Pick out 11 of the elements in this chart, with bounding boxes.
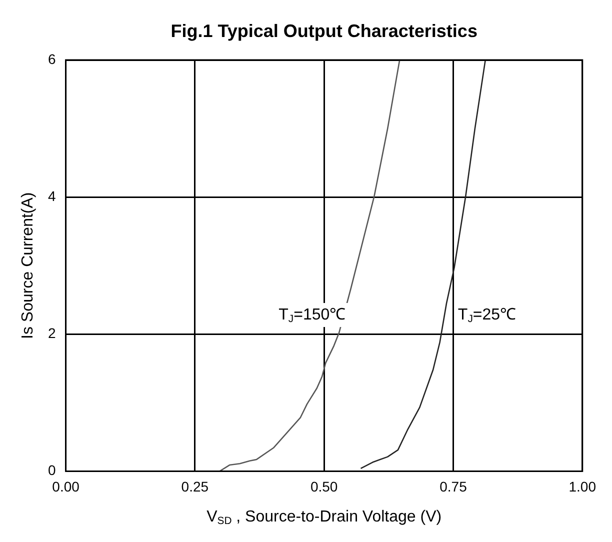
x-tick-label: 0.25 [181, 478, 209, 494]
y-tick-label: 6 [48, 50, 56, 67]
x-tick-label: 1.00 [568, 478, 596, 494]
chart-title: Fig.1 Typical Output Characteristics [170, 20, 478, 41]
y-tick-label: 2 [48, 324, 56, 341]
y-axis-title: Is Source Current(A) [19, 192, 36, 339]
x-tick-label: 0.75 [440, 478, 468, 494]
x-tick-label: 0.00 [52, 478, 80, 494]
y-tick-label: 4 [48, 188, 56, 204]
y-tick-label: 0 [48, 462, 56, 478]
x-tick-label: 0.50 [310, 478, 338, 494]
